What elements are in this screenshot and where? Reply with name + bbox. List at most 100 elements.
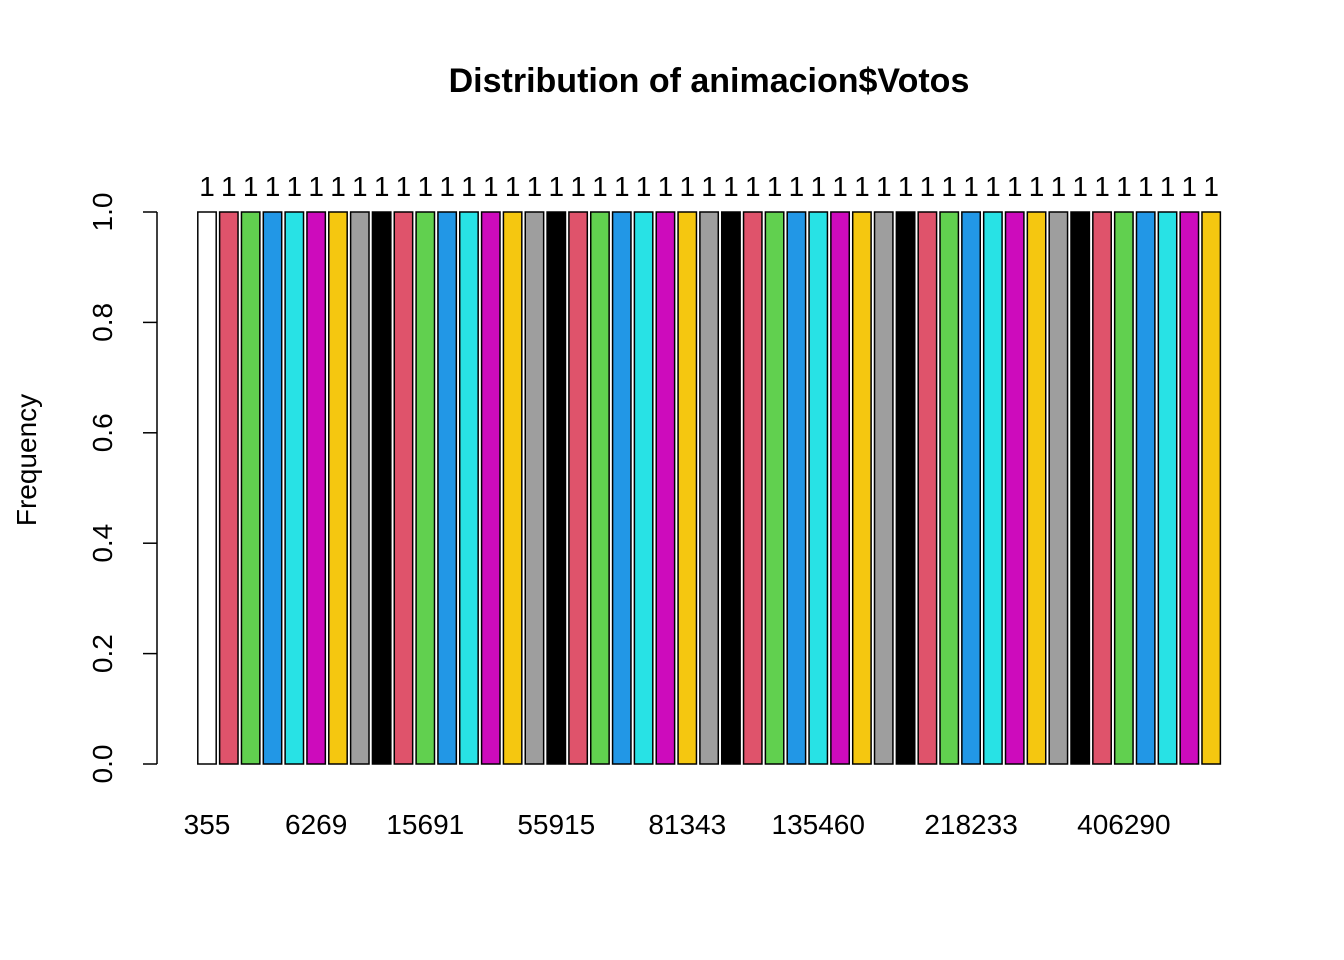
- bar: [1048, 211, 1069, 765]
- bar: [939, 211, 960, 765]
- bar: [611, 211, 632, 765]
- data-label: 1: [483, 171, 499, 202]
- bar: [1092, 211, 1112, 765]
- bar: [218, 211, 239, 765]
- data-label: 1: [199, 171, 215, 202]
- y-tick-label: 0.0: [87, 745, 118, 784]
- x-tick-label: 15691: [386, 809, 464, 840]
- data-label: 1: [723, 171, 739, 202]
- x-tick-label: 55915: [517, 809, 595, 840]
- bar: [1157, 211, 1178, 765]
- x-tick-label: 218233: [924, 809, 1017, 840]
- x-tick-label: 355: [184, 809, 231, 840]
- bar: [459, 211, 479, 765]
- bars: [197, 211, 1222, 765]
- data-label: 1: [1051, 171, 1067, 202]
- x-tick-label: 81343: [648, 809, 726, 840]
- bar: [240, 211, 261, 765]
- data-label: 1: [330, 171, 346, 202]
- y-axis-label: Frequency: [11, 394, 42, 526]
- x-tick-labels: 355 6269 15691 55915 81343 135460 218233 406290: [184, 809, 1171, 840]
- bar: [764, 211, 785, 765]
- bar: [437, 211, 458, 765]
- bar: [1070, 211, 1091, 765]
- y-tick-label: 0.4: [87, 524, 118, 563]
- bar: [830, 211, 851, 765]
- data-label: 1: [592, 171, 608, 202]
- bar: [677, 211, 698, 765]
- bar: [1113, 211, 1134, 765]
- bar: [371, 211, 392, 765]
- bar: [1201, 211, 1222, 765]
- x-tick-label: 135460: [772, 809, 865, 840]
- bar: [961, 211, 981, 765]
- data-label: 1: [920, 171, 936, 202]
- data-label: 1: [527, 171, 543, 202]
- data-label: 1: [701, 171, 717, 202]
- chart-title: Distribution of animacion$Votos: [449, 62, 970, 100]
- data-label: 1: [505, 171, 521, 202]
- data-label: 1: [439, 171, 455, 202]
- bar: [328, 211, 348, 765]
- bar: [786, 211, 807, 765]
- bar: [393, 211, 414, 765]
- y-tick-label: 1.0: [87, 193, 118, 232]
- data-label: 1: [810, 171, 826, 202]
- y-tick-label: 0.8: [87, 303, 118, 342]
- data-label: 1: [679, 171, 695, 202]
- bar: [633, 211, 654, 765]
- bar: [655, 211, 676, 765]
- bar: [982, 211, 1003, 765]
- bar: [917, 211, 938, 765]
- data-label: 1: [221, 171, 237, 202]
- x-tick-label: 406290: [1077, 809, 1170, 840]
- data-label: 1: [352, 171, 368, 202]
- bar: [262, 211, 283, 765]
- bar: [808, 211, 829, 765]
- data-label: 1: [963, 171, 979, 202]
- data-label: 1: [1160, 171, 1176, 202]
- data-label: 1: [636, 171, 652, 202]
- data-label: 1: [614, 171, 630, 202]
- data-label: 1: [1203, 171, 1219, 202]
- bar: [1004, 211, 1025, 765]
- bar: [502, 211, 523, 765]
- data-label: 1: [1072, 171, 1088, 202]
- data-label: 1: [745, 171, 761, 202]
- bar: [1026, 211, 1047, 765]
- data-label: 1: [1029, 171, 1045, 202]
- bar: [415, 211, 436, 765]
- x-tick-label: 6269: [285, 809, 347, 840]
- data-label: 1: [374, 171, 390, 202]
- bar: [568, 211, 589, 765]
- data-label: 1: [287, 171, 303, 202]
- data-label: 1: [985, 171, 1001, 202]
- bar: [742, 211, 763, 765]
- bar: [589, 211, 610, 765]
- bar: [895, 211, 916, 765]
- data-label: 1: [1007, 171, 1023, 202]
- bar: [197, 211, 217, 765]
- data-label: 1: [1182, 171, 1198, 202]
- bar: [349, 211, 370, 765]
- y-tick-label: 0.2: [87, 634, 118, 673]
- data-label: 1: [767, 171, 783, 202]
- data-label: 1: [570, 171, 586, 202]
- bar: [873, 211, 894, 765]
- data-label: 1: [789, 171, 805, 202]
- data-label: 1: [854, 171, 870, 202]
- data-label: 1: [832, 171, 848, 202]
- bar: [1135, 211, 1156, 765]
- data-label: 1: [898, 171, 914, 202]
- bar: [480, 211, 501, 765]
- bar: [720, 211, 741, 765]
- data-label: 1: [265, 171, 281, 202]
- y-axis: 0.0 0.2 0.4 0.6 0.8 1.0: [87, 193, 158, 784]
- bar: [284, 211, 305, 765]
- data-label: 1: [1116, 171, 1132, 202]
- data-label: 1: [1094, 171, 1110, 202]
- data-label: 1: [548, 171, 564, 202]
- data-label: 1: [418, 171, 434, 202]
